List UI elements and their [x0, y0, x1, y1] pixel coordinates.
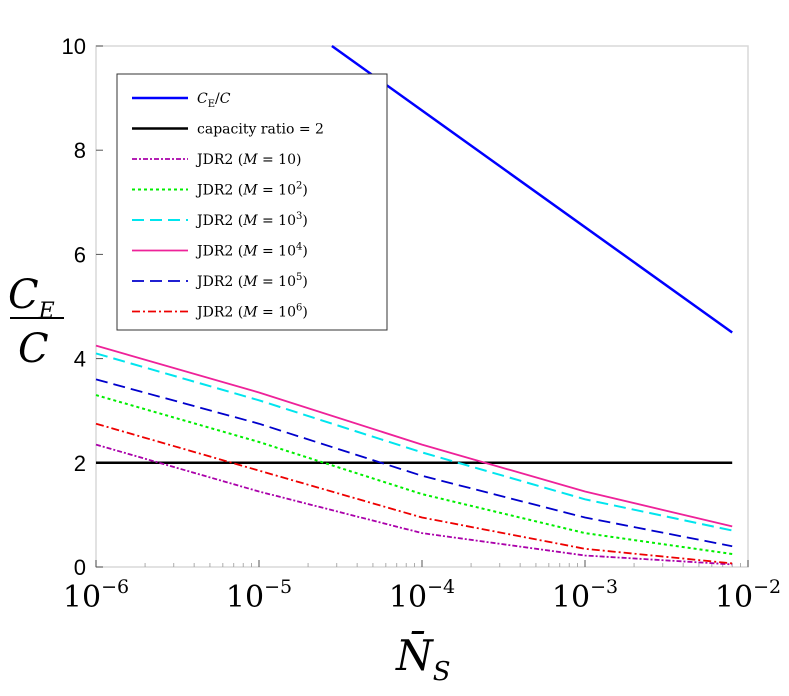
y-tick-label: 8: [74, 138, 86, 163]
x-axis-label: N̄S: [395, 629, 451, 687]
y-tick-label: 0: [74, 555, 86, 580]
x-tick-label: 10−3: [552, 576, 618, 615]
series-line-3: [95, 443, 733, 566]
legend-label-5: JDR2 (M = 103): [195, 211, 308, 229]
x-tick-label: 10−5: [226, 576, 292, 615]
x-tick-label: 10−2: [715, 576, 781, 615]
y-tick-label: 2: [74, 451, 86, 476]
legend-label-2: capacity ratio = 2: [197, 122, 324, 138]
series-line-5: [95, 352, 733, 532]
y-axis-label-denominator: C: [18, 326, 49, 372]
legend-label-4: JDR2 (M = 102): [195, 181, 308, 199]
series-line-8: [95, 422, 733, 565]
legend: CE/C capacity ratio = 2 JDR2 (M = 10) JDR2 …: [116, 73, 388, 331]
series-line-6: [95, 344, 733, 528]
y-tick-label: 6: [74, 242, 86, 267]
series-group: [95, 44, 733, 566]
x-tick-label: 10−6: [63, 576, 129, 615]
legend-label-8: JDR2 (M = 106): [195, 303, 308, 321]
legend-label-7: JDR2 (M = 105): [195, 272, 308, 290]
legend-label-1: CE/C: [197, 91, 231, 110]
axis-ticks: 0 2 4 6 8 10 10−6 10−5 10−4 10−3 10−2: [62, 34, 782, 615]
axis-labels: CE C N̄S: [8, 272, 451, 687]
series-line-7: [95, 378, 733, 548]
y-axis-label-numerator: CE: [8, 272, 55, 324]
legend-label-6: JDR2 (M = 104): [195, 242, 308, 260]
y-tick-label: 4: [74, 347, 86, 372]
legend-box: [116, 73, 388, 331]
y-tick-label: 10: [62, 34, 86, 59]
x-tick-label: 10−4: [389, 576, 455, 615]
series-line-1: [331, 44, 733, 334]
legend-label-3: JDR2 (M = 10): [195, 152, 301, 168]
